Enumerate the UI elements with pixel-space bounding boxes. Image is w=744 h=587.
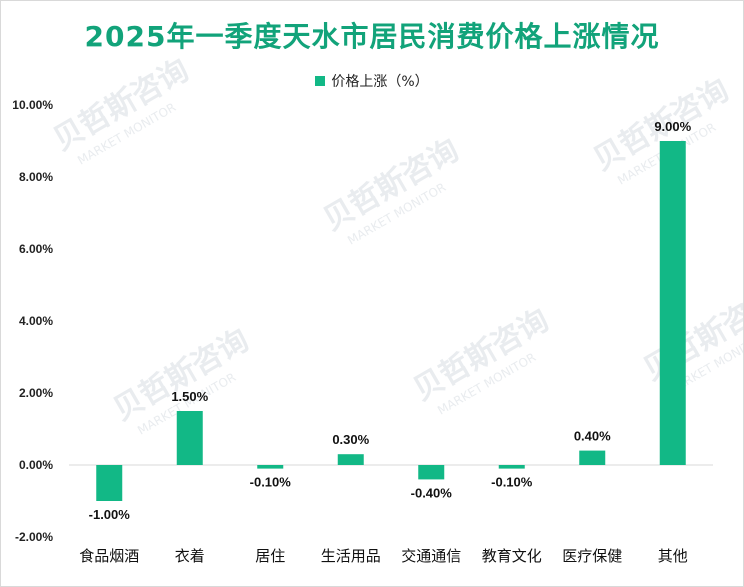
chart-title: 2025年一季度天水市居民消费价格上涨情况 <box>84 20 660 53</box>
legend: 价格上涨（%） <box>1 71 743 91</box>
y-tick-label: 6.00% <box>19 242 53 256</box>
x-category-label: 衣着 <box>175 547 205 565</box>
data-label: -1.00% <box>89 507 131 522</box>
x-category-label: 医疗保健 <box>562 547 622 565</box>
x-category-label: 交通通信 <box>401 547 461 565</box>
y-tick-label: 8.00% <box>19 170 53 184</box>
bar <box>579 450 606 465</box>
x-category-label: 居住 <box>255 547 285 565</box>
bar <box>257 465 284 469</box>
legend-label: 价格上涨（%） <box>331 74 429 90</box>
bar <box>498 465 525 469</box>
bar <box>176 411 203 465</box>
x-category-label: 其他 <box>658 547 688 565</box>
x-category-label: 生活用品 <box>321 547 381 565</box>
y-tick-label: 0.00% <box>19 458 53 472</box>
x-category-label: 教育文化 <box>482 547 542 565</box>
bar <box>96 465 123 501</box>
x-category-label: 食品烟酒 <box>79 547 139 565</box>
legend-swatch <box>315 76 326 86</box>
data-label: 0.30% <box>332 432 369 447</box>
y-tick-label: -2.00% <box>15 530 53 544</box>
y-tick-label: 4.00% <box>19 314 53 328</box>
bar <box>337 454 364 465</box>
bar <box>659 141 686 465</box>
data-label: 0.40% <box>574 429 611 444</box>
data-label: -0.10% <box>250 475 292 490</box>
data-label: -0.40% <box>411 485 453 500</box>
data-label: 1.50% <box>171 389 208 404</box>
data-label: 9.00% <box>654 119 691 134</box>
y-tick-label: 10.00% <box>12 98 53 112</box>
y-tick-label: 2.00% <box>19 386 53 400</box>
bar <box>418 465 445 480</box>
data-label: -0.10% <box>491 475 533 490</box>
